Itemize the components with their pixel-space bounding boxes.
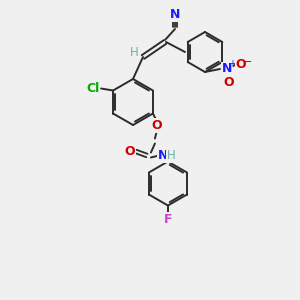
Text: O: O — [124, 145, 135, 158]
Text: +: + — [228, 59, 236, 69]
Text: O: O — [224, 76, 234, 89]
Text: F: F — [164, 213, 172, 226]
Text: O: O — [236, 58, 246, 70]
Text: N: N — [170, 8, 180, 22]
Text: H: H — [130, 46, 138, 59]
Text: N: N — [158, 149, 168, 162]
Text: H: H — [167, 149, 175, 162]
Text: −: − — [243, 57, 253, 67]
Text: N: N — [222, 62, 232, 76]
Text: O: O — [152, 119, 162, 132]
Text: Cl: Cl — [86, 82, 100, 95]
